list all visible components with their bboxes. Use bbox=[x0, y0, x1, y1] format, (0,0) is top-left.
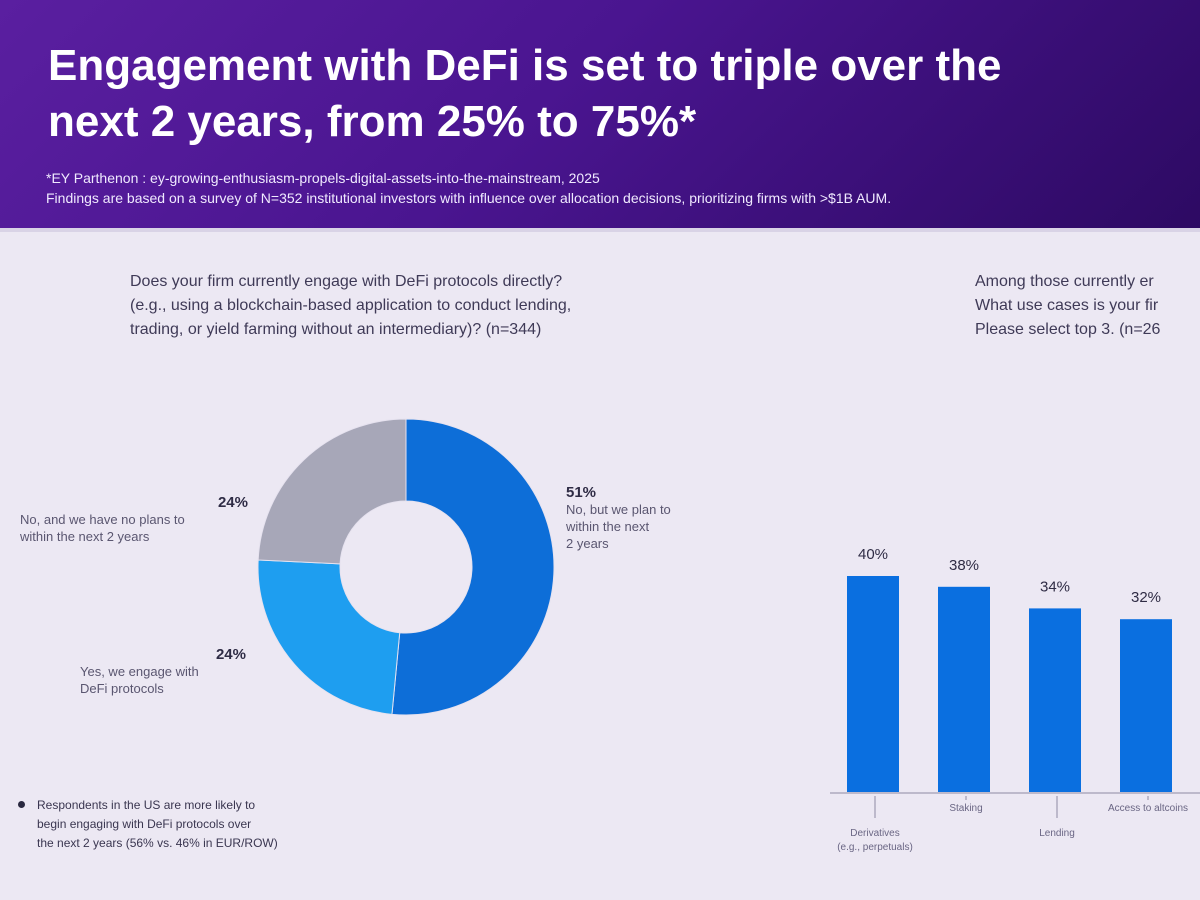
bar-value-label-lending: 34% bbox=[1040, 578, 1070, 595]
bullet-dot-icon bbox=[18, 801, 25, 808]
donut-label-plan-line-1: No, but we plan to bbox=[566, 502, 671, 517]
findings-note: Findings are based on a survey of N=352 … bbox=[46, 190, 892, 206]
donut-label-no-plans-line-2: within the next 2 years bbox=[20, 529, 150, 544]
bar-category-label-altcoins: Access to altcoins bbox=[1108, 803, 1188, 814]
note-line-2: begin engaging with DeFi protocols over bbox=[37, 817, 252, 831]
source-citation: *EY Parthenon : ey-growing-enthusiasm-pr… bbox=[46, 170, 600, 186]
right-question-line-3: Please select top 3. (n=26 bbox=[975, 321, 1161, 338]
note-line-1: Respondents in the US are more likely to bbox=[37, 798, 256, 812]
right-question-line-1: Among those currently er bbox=[975, 273, 1154, 290]
bar-staking bbox=[938, 586, 990, 792]
donut-slice-plan bbox=[391, 418, 555, 716]
page-title: Engagement with DeFi is set to triple ov… bbox=[48, 38, 1168, 150]
donut-label-plan-line-2: within the next bbox=[566, 519, 650, 534]
bar-value-label-derivatives: 40% bbox=[858, 546, 888, 563]
bar-value-label-staking: 38% bbox=[949, 557, 979, 574]
donut-label-engage: 24% Yes, we engage with DeFi protocols bbox=[80, 646, 246, 697]
bar-category-label-staking: Staking bbox=[949, 803, 982, 814]
title-line-1: Engagement with DeFi is set to triple ov… bbox=[48, 41, 1002, 90]
right-question-line-2: What use cases is your fir bbox=[975, 297, 1159, 314]
right-question: Among those currently er What use cases … bbox=[975, 270, 1200, 342]
left-question: Does your firm currently engage with DeF… bbox=[130, 270, 730, 342]
donut-label-no-plans-line-1: No, and we have no plans to bbox=[20, 512, 185, 527]
bar-derivatives bbox=[847, 576, 899, 792]
donut-label-engage-pct: 24% bbox=[215, 646, 246, 663]
donut-label-engage-line-1: Yes, we engage with bbox=[80, 664, 199, 679]
content-panel bbox=[0, 232, 1200, 900]
left-question-line-3: trading, or yield farming without an int… bbox=[130, 321, 542, 338]
us-respondents-note: Respondents in the US are more likely to… bbox=[18, 796, 378, 853]
header-banner: Engagement with DeFi is set to triple ov… bbox=[0, 0, 1200, 228]
donut-label-no-plans-pct: 24% bbox=[217, 494, 248, 511]
donut-label-plan: 51% No, but we plan to within the next 2… bbox=[566, 484, 671, 552]
donut-chart bbox=[257, 418, 555, 716]
bar-category-label-lending: Lending bbox=[1039, 828, 1075, 839]
donut-label-plan-pct: 51% bbox=[566, 484, 597, 501]
donut-label-no-plans: 24% No, and we have no plans to within t… bbox=[20, 494, 248, 545]
donut-label-plan-line-3: 2 years bbox=[566, 536, 609, 551]
donut-label-engage-line-2: DeFi protocols bbox=[80, 681, 164, 696]
bar-category-label-derivatives: Derivatives bbox=[850, 828, 899, 839]
left-question-line-1: Does your firm currently engage with DeF… bbox=[130, 273, 563, 290]
note-line-3: the next 2 years (56% vs. 46% in EUR/ROW… bbox=[37, 836, 278, 850]
donut-slice-no-plans bbox=[257, 418, 407, 565]
bar-altcoins bbox=[1120, 619, 1172, 792]
donut-slice-engage bbox=[257, 559, 401, 715]
title-line-2: next 2 years, from 25% to 75%* bbox=[48, 97, 697, 146]
bar-lending bbox=[1029, 608, 1081, 792]
left-question-line-2: (e.g., using a blockchain-based applicat… bbox=[130, 297, 572, 314]
bar-value-label-altcoins: 32% bbox=[1131, 589, 1161, 606]
bar-chart: 40% Derivatives (e.g., perpetuals) 38% Staki… bbox=[830, 546, 1200, 853]
bar-category-label-derivatives-line-2: (e.g., perpetuals) bbox=[837, 842, 913, 853]
